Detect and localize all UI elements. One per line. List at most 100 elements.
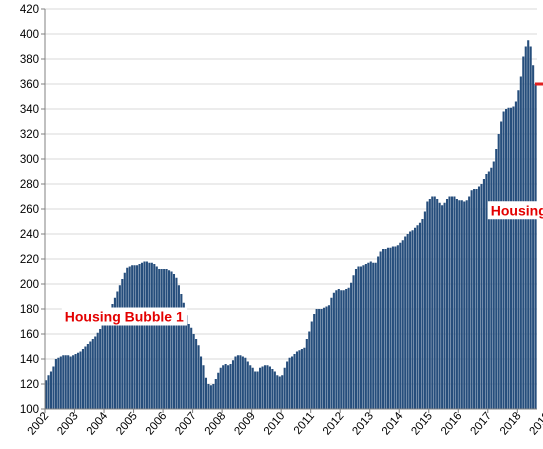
bar <box>320 309 323 409</box>
bar <box>512 106 515 409</box>
x-tick-label: 2019 <box>527 410 543 437</box>
bar <box>529 46 532 409</box>
y-tick-label: 220 <box>20 254 39 266</box>
bar <box>276 375 279 409</box>
bar <box>180 294 183 409</box>
bar <box>485 174 488 409</box>
bar <box>308 331 311 409</box>
bar <box>468 196 471 409</box>
bar <box>89 341 92 409</box>
bar <box>202 365 205 409</box>
y-tick-label: 400 <box>20 29 39 41</box>
bar <box>185 315 188 409</box>
bar <box>155 266 158 409</box>
bar <box>428 199 431 409</box>
bar <box>76 352 80 409</box>
bar <box>441 205 444 409</box>
bar <box>143 261 146 409</box>
bar <box>453 196 456 409</box>
bar <box>172 274 176 409</box>
bar <box>108 309 112 409</box>
bar <box>404 236 407 409</box>
bar <box>278 376 281 409</box>
bar <box>116 291 119 409</box>
bar <box>492 161 495 409</box>
bar <box>502 111 505 409</box>
bar <box>104 319 107 409</box>
x-tick-label: 2003 <box>55 410 81 437</box>
x-tick-label: 2004 <box>85 410 111 438</box>
bar <box>293 354 296 409</box>
bar <box>54 359 57 409</box>
x-tick-label: 2012 <box>321 410 347 437</box>
bar <box>136 265 139 409</box>
bar <box>158 269 161 409</box>
bar <box>389 247 392 409</box>
bar <box>79 351 82 409</box>
bar <box>86 344 89 409</box>
bar <box>81 349 85 409</box>
bar <box>288 357 291 409</box>
bar <box>261 366 264 409</box>
bar <box>433 196 436 409</box>
bar <box>357 266 360 409</box>
bar <box>175 277 178 409</box>
bar <box>214 379 217 409</box>
x-tick-label: 2009 <box>232 410 258 437</box>
bar <box>106 314 109 409</box>
bar <box>517 90 520 409</box>
bar <box>460 200 463 409</box>
bar <box>490 167 493 409</box>
bar <box>192 334 195 409</box>
bar <box>298 350 301 409</box>
bar <box>414 227 417 409</box>
bar <box>480 184 483 409</box>
bar <box>281 375 284 409</box>
annotation-background <box>61 307 187 326</box>
bar <box>219 367 222 409</box>
bar <box>187 324 190 409</box>
y-tick-label: 260 <box>20 204 39 216</box>
y-tick-label: 100 <box>20 404 39 416</box>
bar <box>313 314 316 409</box>
bar <box>246 361 249 409</box>
bar <box>91 339 94 409</box>
bar <box>382 249 385 409</box>
bar <box>69 356 72 409</box>
x-axis-ticks: 2002 2003 2004 2005 2006 2007 2008 2009 2010 2011… <box>26 409 543 438</box>
y-axis-ticks: 100 120 140 160 180 200 220 240 260 280 300 320 340 3… <box>20 4 45 416</box>
bar <box>236 355 239 409</box>
bar <box>315 309 318 409</box>
bar <box>57 357 60 409</box>
bar <box>391 246 394 409</box>
bar <box>379 251 382 409</box>
bar <box>421 219 424 409</box>
bar <box>224 364 227 409</box>
bar <box>291 356 294 409</box>
bar <box>121 279 124 409</box>
bar <box>295 351 299 409</box>
y-tick-label: 120 <box>20 379 39 391</box>
bar <box>168 270 171 409</box>
bar <box>497 134 500 409</box>
grid <box>45 8 537 385</box>
bar <box>239 355 242 409</box>
bar <box>163 269 166 409</box>
bar <box>394 246 397 409</box>
bar <box>190 327 193 409</box>
bar <box>111 304 114 409</box>
bar <box>170 271 173 409</box>
bar <box>47 375 50 409</box>
bar <box>369 261 372 409</box>
bar <box>450 196 454 409</box>
bar <box>445 199 449 409</box>
bar <box>522 56 525 409</box>
bar <box>327 305 331 409</box>
bar <box>268 366 271 409</box>
bar <box>505 109 508 409</box>
x-tick-label: 2007 <box>173 410 199 437</box>
bar <box>231 360 235 409</box>
x-tick-label: 2010 <box>262 410 288 437</box>
bar <box>199 356 203 409</box>
